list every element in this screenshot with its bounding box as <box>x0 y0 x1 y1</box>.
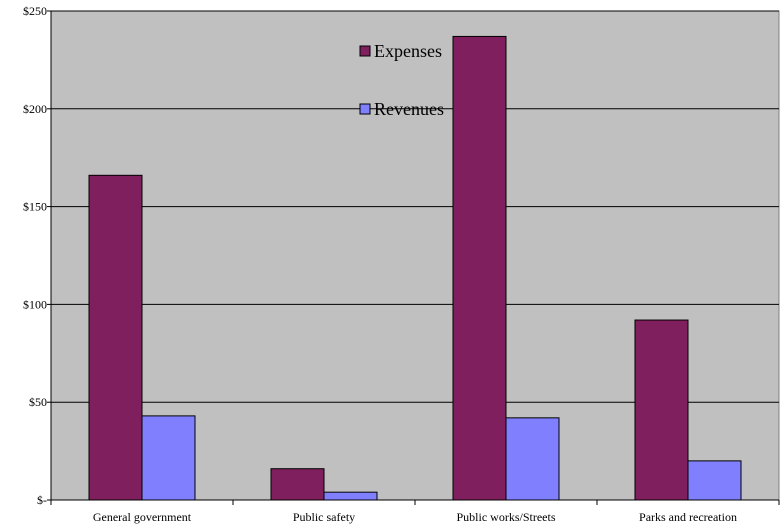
legend-label-revenues: Revenues <box>374 99 444 119</box>
y-tick-labels: $- $50 $100 $150 $200 $250 <box>23 4 51 507</box>
legend: Expenses Revenues <box>359 41 444 119</box>
legend-label-expenses: Expenses <box>374 41 442 61</box>
x-tick-label: Public safety <box>293 510 355 524</box>
y-tick-label: $200 <box>23 102 47 116</box>
x-tick-labels: General government Public safety Public wo… <box>93 510 737 524</box>
legend-swatch-expenses <box>359 45 371 57</box>
legend-swatch-revenues <box>359 103 371 115</box>
y-tick-label: $- <box>37 493 47 507</box>
y-tick-label: $100 <box>23 297 47 311</box>
bar-revenues-1 <box>323 491 378 501</box>
y-tick-label: $50 <box>29 395 47 409</box>
bar-expenses-0 <box>88 174 143 501</box>
axes <box>50 11 780 505</box>
bar-revenues-0 <box>141 415 196 501</box>
x-tick-label: Parks and recreation <box>639 510 737 524</box>
x-tick-label: General government <box>93 510 192 524</box>
y-tick-label: $250 <box>23 4 47 18</box>
x-tick-label: Public works/Streets <box>457 510 556 524</box>
bar-revenues-2 <box>505 417 560 501</box>
bar-expenses-3 <box>634 319 689 501</box>
bar-expenses-1 <box>270 468 325 501</box>
bar-revenues-3 <box>687 460 742 501</box>
bars <box>88 35 742 501</box>
bar-expenses-2 <box>452 35 507 501</box>
y-tick-label: $150 <box>23 200 47 214</box>
